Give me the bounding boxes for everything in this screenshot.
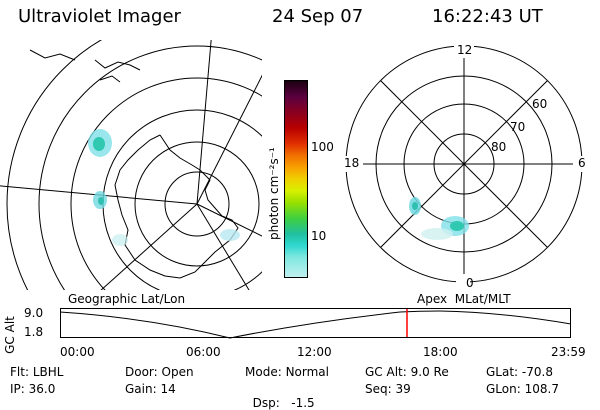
mlt-label-18: 18 [344, 156, 360, 170]
mlt-label-6: 6 [578, 156, 586, 170]
geo-panel-label: Geographic Lat/Lon [68, 292, 186, 306]
status-flt: Flt: LBHL [10, 365, 64, 379]
status-glon: GLon: 108.7 [486, 382, 559, 396]
colorbar-tick-100: 100 [311, 140, 334, 154]
status-mode: Mode: Normal [245, 365, 329, 379]
xtick-0600: 06:00 [186, 345, 221, 359]
status-dsp: Dsp: -1.5 [252, 396, 315, 410]
mlat-label-80: 80 [491, 140, 507, 154]
status-seq: Seq: 39 [365, 382, 411, 396]
altitude-ytick-9: 9.0 [24, 306, 44, 320]
xtick-1200: 12:00 [297, 345, 332, 359]
altitude-plot [60, 308, 572, 339]
colorbar-unit-label: photon cm⁻²s⁻¹ [267, 147, 281, 240]
apex-polar-plot [341, 44, 587, 288]
xtick-1800: 18:00 [423, 345, 458, 359]
mlat-label-60: 60 [532, 97, 548, 111]
xtick-2359: 23:59 [551, 345, 586, 359]
status-glat: GLat: -70.8 [486, 365, 553, 379]
colorbar-tick-10: 10 [311, 229, 327, 243]
altitude-ytick-1.8: 1.8 [24, 325, 44, 339]
geographic-map [0, 40, 262, 290]
image-date: 24 Sep 07 [272, 6, 364, 27]
apex-panel-label: Apex MLat/MLT [417, 292, 511, 306]
altitude-curve [60, 310, 572, 339]
geo-aurora-emission [88, 129, 240, 246]
status-door: Door: Open [125, 365, 194, 379]
apex-aurora-emission [409, 197, 469, 240]
status-ip: IP: 36.0 [10, 382, 56, 396]
mlt-label-0: 0 [466, 276, 474, 290]
altitude-ylabel: GC Alt [2, 316, 17, 354]
mlt-label-12: 12 [457, 43, 473, 57]
image-time: 16:22:43 UT [432, 6, 543, 27]
xtick-0000: 00:00 [60, 345, 95, 359]
status-gc-alt: GC Alt: 9.0 Re [365, 365, 449, 379]
mlat-label-70: 70 [510, 120, 526, 134]
status-gain: Gain: 14 [125, 382, 176, 396]
imager-title: Ultraviolet Imager [18, 6, 181, 27]
intensity-colorbar [284, 80, 308, 278]
